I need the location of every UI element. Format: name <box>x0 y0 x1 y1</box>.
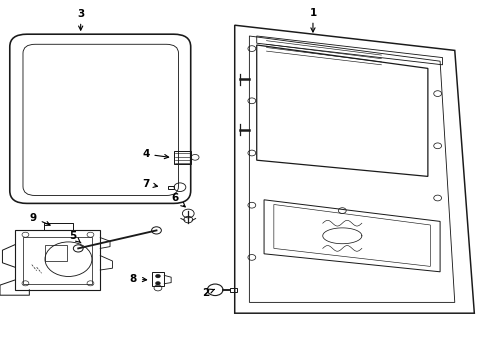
Text: 3: 3 <box>77 9 84 30</box>
Text: 4: 4 <box>142 149 168 159</box>
Text: 6: 6 <box>171 193 185 207</box>
Text: 9: 9 <box>30 213 50 225</box>
Text: 1: 1 <box>309 8 316 32</box>
Text: 2: 2 <box>202 288 214 298</box>
Text: 8: 8 <box>130 274 146 284</box>
Circle shape <box>155 282 160 285</box>
Text: 7: 7 <box>142 179 157 189</box>
Text: 5: 5 <box>69 231 81 243</box>
Circle shape <box>155 274 160 278</box>
